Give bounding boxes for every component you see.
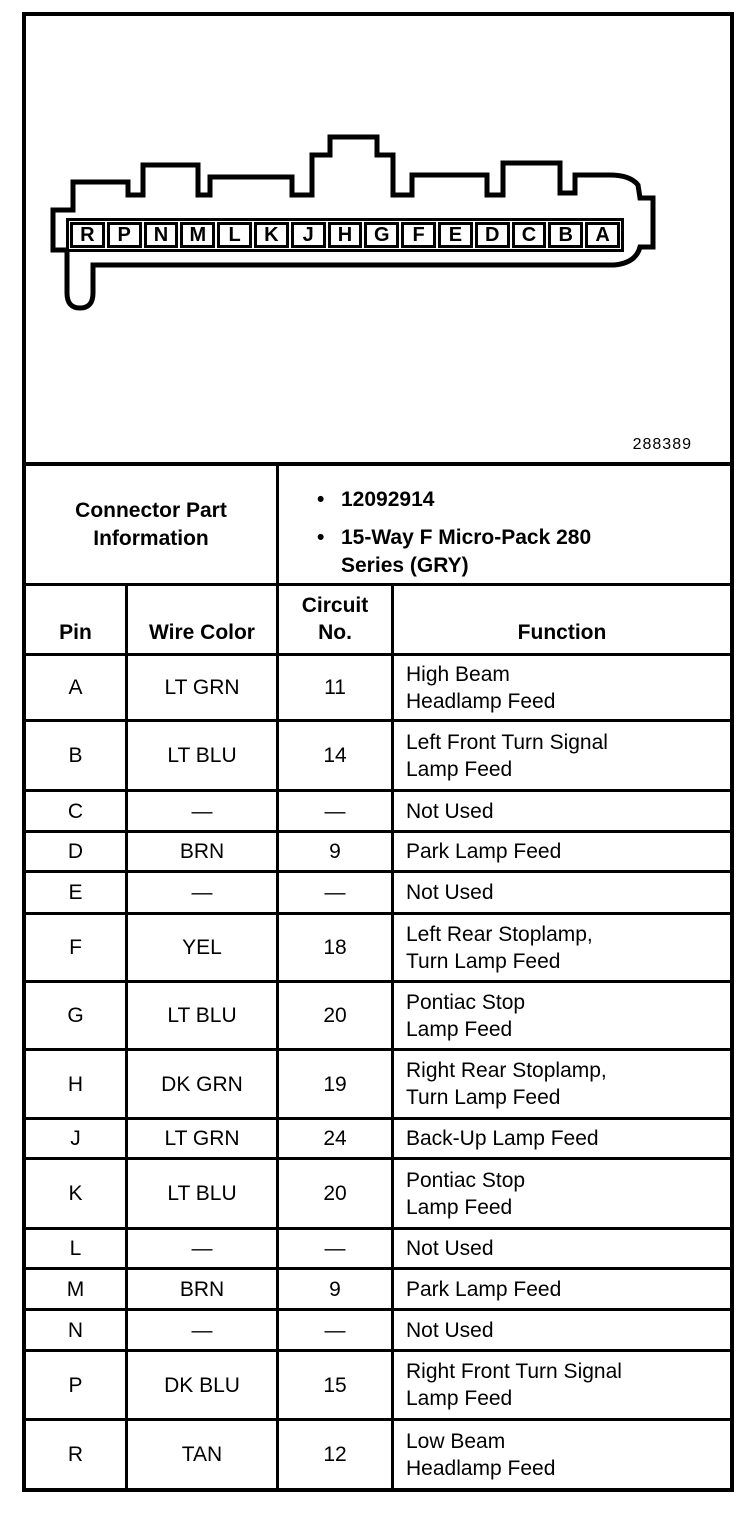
pin-strip-letter: L xyxy=(217,222,252,248)
connector-part-information-values: • 12092914 • 15-Way F Micro-Pack 280 Ser… xyxy=(279,466,730,586)
wire-color-cell: BRN xyxy=(128,1270,279,1311)
pin-cell: G xyxy=(26,983,128,1051)
circuit-no-cell: 14 xyxy=(279,722,394,792)
pin-strip-letter: C xyxy=(511,222,547,248)
function-cell: Not Used xyxy=(394,1230,730,1270)
header-pin: Pin xyxy=(26,586,128,656)
pin-cell: R xyxy=(26,1421,128,1488)
wire-color-cell: — xyxy=(128,1311,279,1352)
wire-color-cell: — xyxy=(128,873,279,915)
connector-outline-drawing xyxy=(50,134,656,311)
pin-strip-letter: P xyxy=(106,222,142,248)
pin-strip-letter: B xyxy=(548,222,584,248)
function-cell: Left Rear Stoplamp, Turn Lamp Feed xyxy=(394,915,730,983)
wire-color-cell: LT BLU xyxy=(128,722,279,792)
connector-body-outline xyxy=(50,134,656,311)
wire-color-cell: LT BLU xyxy=(128,983,279,1051)
circuit-no-cell: — xyxy=(279,792,394,833)
connector-series: 15-Way F Micro-Pack 280 Series (GRY) xyxy=(341,526,592,577)
circuit-no-cell: 18 xyxy=(279,915,394,983)
circuit-no-cell: 11 xyxy=(279,656,394,722)
pin-strip-letter: E xyxy=(437,222,473,248)
function-cell: Park Lamp Feed xyxy=(394,1270,730,1311)
pinout-table: Connector Part Information • 12092914 • … xyxy=(26,466,730,1488)
function-cell: Right Front Turn Signal Lamp Feed xyxy=(394,1352,730,1421)
function-cell: Park Lamp Feed xyxy=(394,833,730,873)
circuit-no-cell: 20 xyxy=(279,1160,394,1230)
pin-cell: P xyxy=(26,1352,128,1421)
wire-color-cell: TAN xyxy=(128,1421,279,1488)
function-cell: Right Rear Stoplamp, Turn Lamp Feed xyxy=(394,1051,730,1120)
pin-cell: N xyxy=(26,1311,128,1352)
wire-color-cell: BRN xyxy=(128,833,279,873)
function-cell: Not Used xyxy=(394,792,730,833)
pin-strip-letter: J xyxy=(290,222,326,248)
wire-color-cell: DK BLU xyxy=(128,1352,279,1421)
pin-cell: A xyxy=(26,656,128,722)
pin-cell: K xyxy=(26,1160,128,1230)
header-wire-color: Wire Color xyxy=(128,586,279,656)
pin-cell: E xyxy=(26,873,128,915)
figure-number: 288389 xyxy=(632,436,692,453)
connector-info-sheet: R P N M L K J H G F E D C B A 288389 Con… xyxy=(22,12,734,1492)
function-cell: Left Front Turn Signal Lamp Feed xyxy=(394,722,730,792)
function-cell: Back-Up Lamp Feed xyxy=(394,1120,730,1160)
pin-cell: C xyxy=(26,792,128,833)
connector-diagram-section: R P N M L K J H G F E D C B A 288389 xyxy=(26,16,730,466)
pin-cell: L xyxy=(26,1230,128,1270)
pin-cell: D xyxy=(26,833,128,873)
header-circuit-no: Circuit No. xyxy=(279,586,394,656)
function-cell: Pontiac Stop Lamp Feed xyxy=(394,983,730,1051)
pin-cell: M xyxy=(26,1270,128,1311)
function-cell: Not Used xyxy=(394,1311,730,1352)
pin-strip-letter: G xyxy=(364,222,400,248)
function-cell: Pontiac Stop Lamp Feed xyxy=(394,1160,730,1230)
pin-strip-letter: F xyxy=(401,222,436,248)
function-cell: Not Used xyxy=(394,873,730,915)
part-number: 12092914 xyxy=(341,488,435,511)
wire-color-cell: — xyxy=(128,1230,279,1270)
part-number-item: • 12092914 xyxy=(317,486,434,514)
pin-cell: B xyxy=(26,722,128,792)
pin-strip-letter: M xyxy=(180,222,216,248)
bullet-icon: • xyxy=(317,526,325,549)
wire-color-cell: LT GRN xyxy=(128,1120,279,1160)
header-function: Function xyxy=(394,586,730,656)
pin-cell: H xyxy=(26,1051,128,1120)
circuit-no-cell: 15 xyxy=(279,1352,394,1421)
pin-strip-letter: H xyxy=(327,222,363,248)
pin-strip-letter: K xyxy=(253,222,289,248)
wire-color-cell: LT BLU xyxy=(128,1160,279,1230)
pin-strip-letter: D xyxy=(474,222,510,248)
pin-letter-strip: R P N M L K J H G F E D C B A xyxy=(66,218,624,252)
pin-cell: J xyxy=(26,1120,128,1160)
connector-part-information-label: Connector Part Information xyxy=(26,466,279,586)
wire-color-cell: — xyxy=(128,792,279,833)
circuit-no-cell: — xyxy=(279,1230,394,1270)
circuit-no-cell: 9 xyxy=(279,833,394,873)
function-cell: High Beam Headlamp Feed xyxy=(394,656,730,722)
circuit-no-cell: — xyxy=(279,873,394,915)
circuit-no-cell: 24 xyxy=(279,1120,394,1160)
circuit-no-cell: 9 xyxy=(279,1270,394,1311)
wire-color-cell: YEL xyxy=(128,915,279,983)
connector-series-item: • 15-Way F Micro-Pack 280 Series (GRY) xyxy=(317,524,651,580)
pin-strip-letter: R xyxy=(70,222,105,248)
circuit-no-cell: 20 xyxy=(279,983,394,1051)
bullet-icon: • xyxy=(317,488,325,511)
wire-color-cell: DK GRN xyxy=(128,1051,279,1120)
circuit-no-cell: 19 xyxy=(279,1051,394,1120)
circuit-no-cell: — xyxy=(279,1311,394,1352)
pin-strip-letter: A xyxy=(585,222,620,248)
function-cell: Low Beam Headlamp Feed xyxy=(394,1421,730,1488)
circuit-no-cell: 12 xyxy=(279,1421,394,1488)
pin-strip-letter: N xyxy=(143,222,179,248)
pin-cell: F xyxy=(26,915,128,983)
wire-color-cell: LT GRN xyxy=(128,656,279,722)
